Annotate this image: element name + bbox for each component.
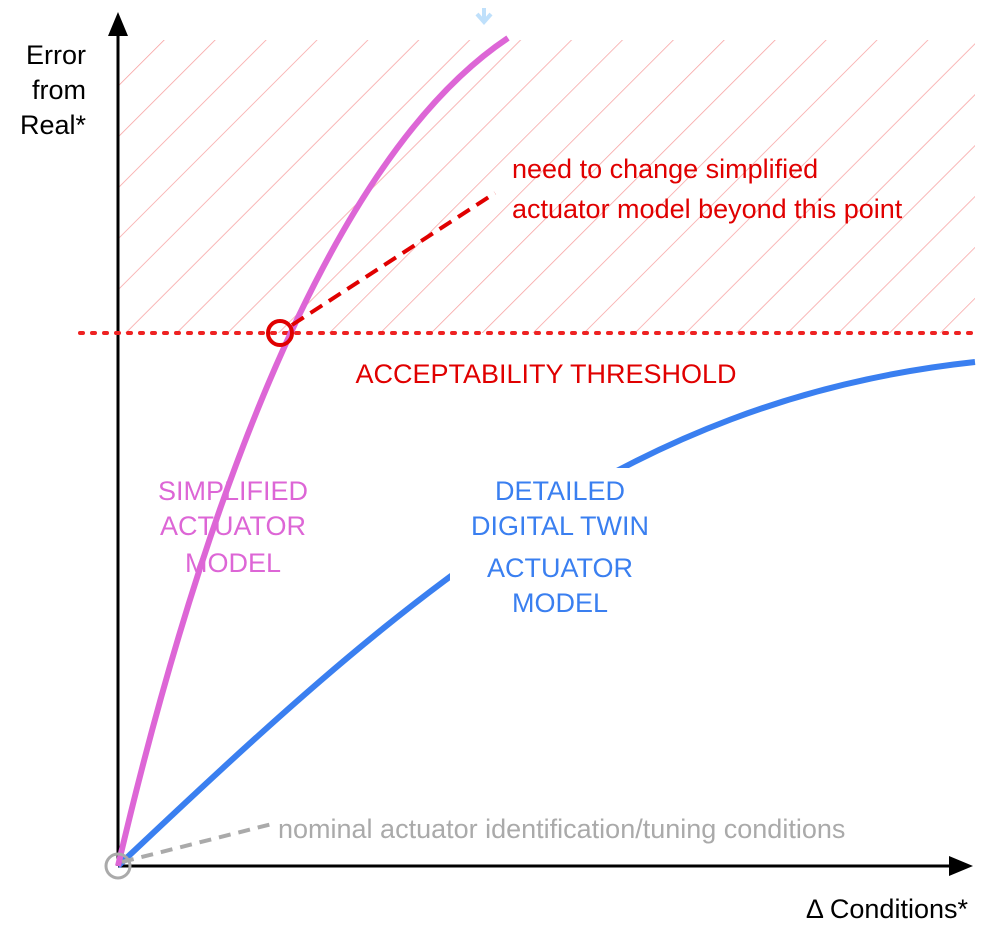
simplified-curve — [115, 35, 510, 867]
y-label-line: from — [32, 75, 86, 105]
origin-marker — [104, 852, 132, 880]
threshold-label: ACCEPTABILITY THRESHOLD — [355, 359, 736, 389]
detailed-line: MODEL — [512, 588, 608, 618]
detailed-label: DETAILED DIGITAL TWIN ACTUATOR MODEL — [471, 476, 649, 618]
y-label-line: Real* — [20, 110, 87, 140]
y-label-line: Error — [26, 40, 86, 70]
detailed-line: DIGITAL TWIN — [471, 511, 649, 541]
annotation-line: need to change simplified — [512, 154, 818, 184]
cursor-hint — [475, 8, 493, 26]
annotation-line: actuator model beyond this point — [512, 194, 903, 224]
threshold-point — [266, 319, 294, 347]
nominal-leader — [121, 822, 273, 864]
simplified-line: ACTUATOR — [160, 511, 306, 541]
x-axis-label: Δ Conditions* — [806, 894, 969, 924]
detailed-line: ACTUATOR — [487, 553, 633, 583]
simplified-line: MODEL — [185, 548, 281, 578]
annotation: need to change simplified actuator model… — [512, 154, 903, 224]
y-axis-label: Error from Real* — [20, 40, 87, 140]
detailed-line: DETAILED — [495, 476, 625, 506]
x-arrow — [949, 856, 973, 876]
label-gap — [450, 468, 662, 630]
unacceptable-region — [118, 40, 975, 333]
y-arrow — [108, 12, 128, 36]
nominal-label: nominal actuator identification/tuning c… — [278, 814, 845, 844]
annotation-leader — [290, 191, 497, 327]
simplified-line: SIMPLIFIED — [158, 476, 308, 506]
simplified-label: SIMPLIFIED ACTUATOR MODEL — [158, 476, 308, 578]
